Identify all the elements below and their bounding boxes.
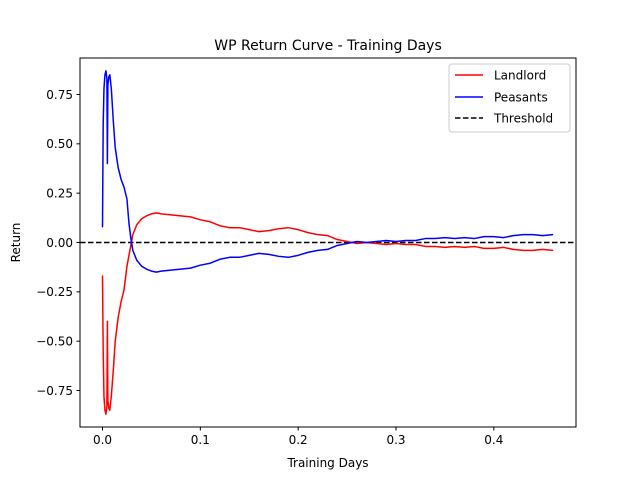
y-tick-label: 0.00 — [46, 236, 73, 250]
x-axis-ticks: 0.0 0.1 0.2 0.3 0.4 — [93, 427, 503, 447]
legend-label-landlord: Landlord — [494, 69, 546, 83]
x-tick-label: 0.4 — [484, 433, 503, 447]
y-tick-label: −0.25 — [36, 285, 73, 299]
legend-label-peasants: Peasants — [494, 91, 548, 105]
y-axis-label: Return — [9, 223, 23, 263]
y-tick-label: −0.75 — [36, 384, 73, 398]
legend-label-threshold: Threshold — [493, 112, 553, 126]
y-tick-label: 0.25 — [46, 186, 73, 200]
y-axis-ticks: 0.75 0.50 0.25 0.00 −0.25 −0.50 −0.75 — [36, 88, 80, 398]
series-lines — [101, 70, 554, 415]
y-tick-label: 0.50 — [46, 137, 73, 151]
legend: Landlord Peasants Threshold — [448, 63, 571, 133]
y-tick-label: 0.75 — [46, 88, 73, 102]
x-tick-label: 0.3 — [386, 433, 405, 447]
x-tick-label: 0.0 — [93, 433, 112, 447]
chart-title: WP Return Curve - Training Days — [214, 38, 442, 54]
series-line-landlord — [101, 212, 554, 415]
x-tick-label: 0.2 — [289, 433, 308, 447]
y-tick-label: −0.50 — [36, 334, 73, 348]
x-tick-label: 0.1 — [191, 433, 210, 447]
legend-box — [448, 63, 571, 133]
series-line-peasants — [101, 70, 554, 273]
x-axis-label: Training Days — [286, 456, 368, 470]
